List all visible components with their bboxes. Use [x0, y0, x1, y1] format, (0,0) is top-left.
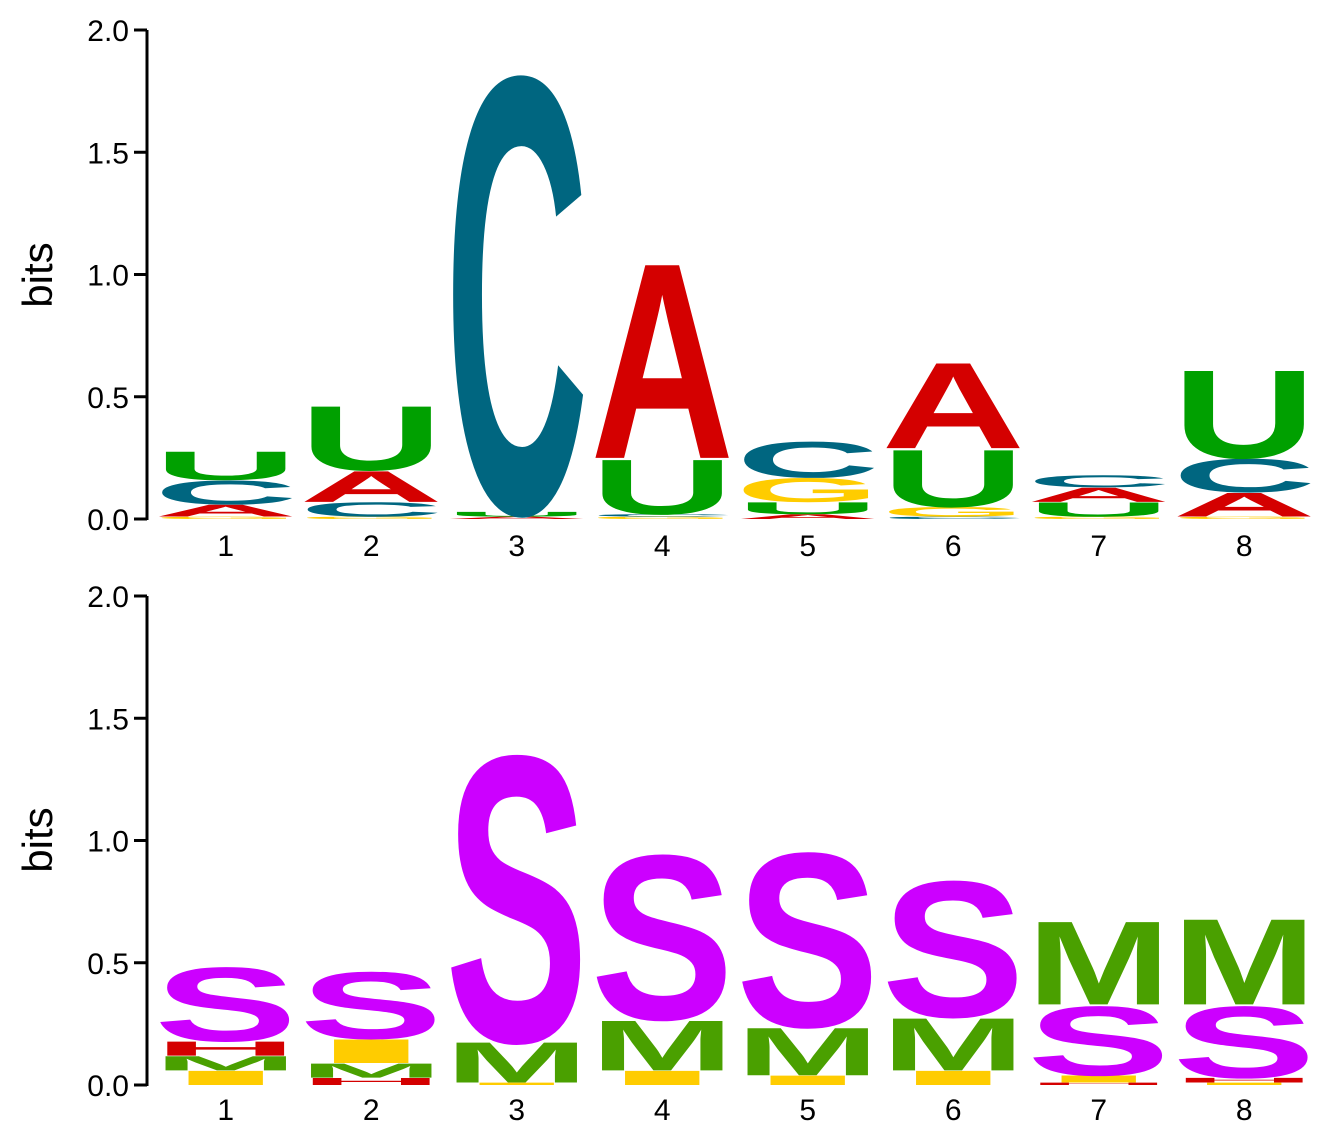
x-tick-label: 3	[508, 1094, 525, 1127]
x-tick-label: 2	[363, 530, 380, 563]
y-axis-title: bits	[14, 807, 61, 872]
x-tick-label: 1	[217, 1094, 234, 1127]
logo-letter-h: H	[300, 1076, 444, 1087]
logo-letter-c: C	[154, 474, 297, 512]
logo-letter-s: S	[882, 841, 1025, 1058]
y-tick-label: 0.5	[87, 948, 129, 981]
logo-letter-i: I	[882, 1066, 1025, 1089]
x-tick-label: 7	[1090, 1094, 1107, 1127]
logo-letter-u: U	[1027, 498, 1170, 521]
logo-letter-m: M	[1173, 893, 1316, 1030]
logo-letter-u: U	[445, 510, 589, 518]
x-tick-label: 5	[799, 530, 816, 563]
logo-letter-g: G	[1173, 516, 1316, 520]
logo-letter-g: G	[1027, 516, 1170, 520]
logo-letter-g: G	[736, 471, 879, 509]
logo-letter-s: S	[591, 806, 734, 1069]
x-tick-label: 8	[1236, 530, 1253, 563]
y-tick-label: 0.0	[87, 504, 129, 537]
logo-letter-c: C	[445, 0, 588, 645]
x-tick-label: 1	[217, 530, 234, 563]
logo-letter-i: I	[591, 1066, 734, 1089]
logo-letter-c: C	[882, 516, 1025, 520]
logo-letter-g: G	[300, 516, 443, 520]
logo-letter-m: M	[300, 1059, 443, 1082]
logo-letter-a: A	[445, 516, 588, 520]
logo-letter-a: A	[736, 513, 880, 521]
logo-letter-m: M	[154, 1052, 297, 1075]
logo-letter-s: S	[300, 952, 443, 1059]
x-tick-label: 8	[1236, 1094, 1253, 1127]
logo-letter-m: M	[445, 1031, 588, 1096]
logo-letter-g: G	[882, 504, 1025, 519]
logo-letter-c: C	[1173, 449, 1316, 503]
logo-letter-g: G	[154, 516, 297, 520]
logo-letter-m: M	[882, 1003, 1025, 1087]
logo-letter-s: S	[1027, 986, 1170, 1097]
logo-letter-i: I	[445, 1082, 588, 1086]
x-tick-label: 4	[654, 1094, 671, 1127]
logo-letter-c: C	[736, 431, 879, 488]
logo-letter-s: S	[445, 672, 588, 1129]
logo-letter-i: I	[1027, 1073, 1170, 1084]
y-tick-label: 1.0	[87, 826, 129, 859]
y-tick-label: 1.5	[87, 703, 129, 736]
x-tick-label: 6	[945, 1094, 962, 1127]
x-tick-label: 5	[799, 1094, 816, 1127]
logo-letter-s: S	[1173, 985, 1316, 1100]
logo-letter-u: U	[1173, 344, 1317, 485]
x-tick-label: 7	[1090, 530, 1107, 563]
x-tick-label: 6	[945, 530, 962, 563]
logo-letter-i: I	[1173, 1082, 1316, 1086]
logo-letter-u: U	[154, 443, 298, 489]
logo-letter-g: G	[591, 516, 734, 520]
logo-letter-u: U	[736, 499, 880, 518]
y-axis-title: bits	[14, 242, 61, 307]
logo-letter-a: A	[882, 337, 1025, 475]
logo-letter-s: S	[154, 945, 297, 1063]
x-tick-label: 2	[363, 1094, 380, 1127]
y-tick-label: 0.0	[87, 1070, 129, 1103]
logo-letter-a: A	[154, 501, 298, 520]
x-tick-label: 4	[654, 530, 671, 563]
y-tick-label: 2.0	[87, 15, 129, 48]
logo-letter-u: U	[882, 433, 1025, 525]
logo-letter-c: C	[300, 498, 443, 521]
logo-letter-h: H	[1027, 1082, 1170, 1086]
logo-letter-c: C	[591, 513, 734, 517]
logo-letter-h: H	[154, 1037, 297, 1060]
logo-letter-a: A	[300, 462, 443, 512]
y-tick-label: 2.0	[87, 581, 129, 614]
y-tick-label: 0.5	[87, 382, 129, 415]
logo-letter-u: U	[300, 387, 443, 490]
logo-letter-m: M	[736, 1013, 879, 1090]
logo-letter-a: A	[1027, 483, 1170, 506]
logo-letter-i: I	[736, 1073, 879, 1088]
logo-letter-m: M	[591, 1006, 734, 1086]
y-tick-label: 1.0	[87, 260, 129, 293]
logo-letter-i: I	[300, 1032, 443, 1070]
logo-letter-s: S	[736, 801, 879, 1079]
logo-letter-i: I	[154, 1066, 297, 1089]
logo-letter-a: A	[591, 205, 734, 518]
logo-letter-m: M	[1027, 897, 1170, 1030]
logo-letter-u: U	[591, 443, 735, 531]
x-tick-label: 3	[508, 530, 525, 563]
logo-letter-h: H	[1173, 1076, 1317, 1084]
logo-letter-a: A	[1173, 486, 1316, 524]
logo-letter-c: C	[1027, 472, 1171, 491]
y-tick-label: 1.5	[87, 137, 129, 170]
